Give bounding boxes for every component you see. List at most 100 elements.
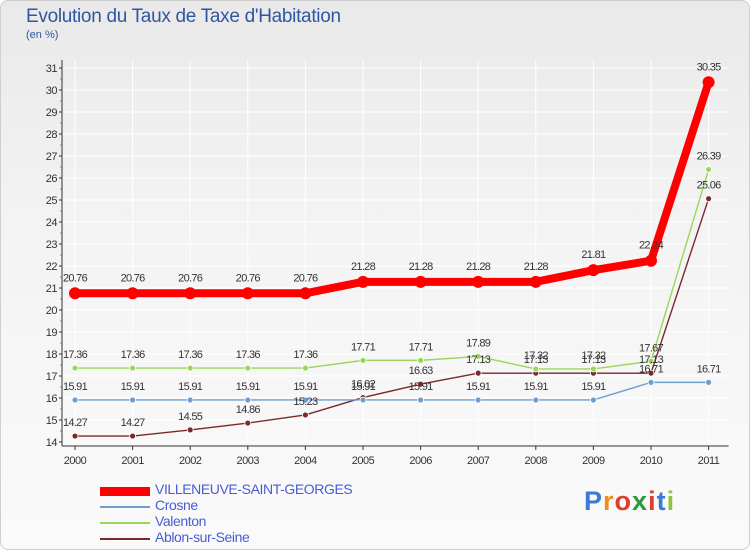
data-label-valenton: 17.36 <box>178 349 203 361</box>
data-label-valenton: 17.36 <box>63 349 88 361</box>
x-tick-label: 2000 <box>64 455 87 467</box>
brand-letter: t <box>656 486 667 516</box>
data-label-villeneuve-saint-georges: 20.76 <box>121 272 146 284</box>
data-label-villeneuve-saint-georges: 30.35 <box>697 61 722 73</box>
data-label-crosne: 15.91 <box>409 381 434 393</box>
brand-letter: P <box>584 486 604 516</box>
data-label-villeneuve-saint-georges: 20.76 <box>178 272 203 284</box>
data-label-valenton: 17.36 <box>236 349 261 361</box>
legend-label-ablon: Ablon-sur-Seine <box>155 529 250 545</box>
legend-label-crosne: Crosne <box>155 497 198 513</box>
series-line-valenton <box>74 168 710 370</box>
y-tick-label: 31 <box>46 63 58 75</box>
data-point-valenton <box>590 365 597 373</box>
legend-swatch-crosne <box>100 506 150 508</box>
data-label-crosne: 15.91 <box>63 381 88 393</box>
data-label-ablon-sur-seine: 17.13 <box>639 354 664 366</box>
legend-swatch-ablon <box>100 538 150 540</box>
data-label-ablon-sur-seine: 14.55 <box>178 411 203 423</box>
x-tick-label: 2002 <box>179 455 202 467</box>
data-label-valenton: 17.71 <box>351 341 376 353</box>
data-point-villeneuve-saint-georges <box>587 264 600 277</box>
data-label-villeneuve-saint-georges: 20.76 <box>236 272 261 284</box>
data-point-crosne <box>359 396 367 404</box>
legend-swatch-valenton <box>100 522 150 524</box>
y-tick-label: 17 <box>46 371 58 383</box>
data-point-villeneuve-saint-georges <box>529 275 542 288</box>
data-point-ablon-sur-seine <box>244 419 252 427</box>
data-label-crosne: 15.91 <box>524 381 549 393</box>
data-label-valenton: 17.36 <box>121 349 146 361</box>
data-point-crosne <box>129 396 137 404</box>
data-point-crosne <box>244 396 252 404</box>
data-point-crosne <box>532 396 540 404</box>
y-tick-label: 14 <box>46 437 58 449</box>
x-tick-label: 2010 <box>640 455 663 467</box>
data-point-villeneuve-saint-georges <box>69 287 81 300</box>
y-tick-label: 30 <box>46 85 58 97</box>
data-point-crosne <box>647 378 655 386</box>
data-point-villeneuve-saint-georges <box>299 287 312 300</box>
data-point-valenton <box>532 365 540 373</box>
data-point-crosne <box>71 396 79 404</box>
data-label-valenton: 17.36 <box>293 349 318 361</box>
brand-letter: i <box>666 486 676 516</box>
chart-subtitle: (en %) <box>26 29 59 41</box>
data-point-valenton <box>474 353 482 360</box>
x-tick-label: 2005 <box>352 455 375 467</box>
series-line-ablon-sur-seine <box>74 197 710 437</box>
y-tick-label: 28 <box>46 129 58 141</box>
data-label-crosne: 15.91 <box>466 381 491 393</box>
line-chart: 14 15 16 17 18 19 20 21 22 23 24 25 26 27 28 29 30 31 2000… <box>46 60 729 467</box>
data-point-villeneuve-saint-georges <box>472 275 485 288</box>
x-tick-label: 2009 <box>582 455 605 467</box>
data-label-ablon-sur-seine: 16.02 <box>351 379 376 391</box>
data-label-ablon-sur-seine: 16.63 <box>409 365 434 377</box>
data-label-villeneuve-saint-georges: 20.76 <box>63 272 88 284</box>
y-tick-label: 25 <box>46 195 58 207</box>
data-label-valenton: 17.71 <box>409 341 434 353</box>
data-label-ablon-sur-seine: 14.27 <box>63 417 88 429</box>
legend-swatch-villeneuve <box>100 487 150 496</box>
y-tick-label: 18 <box>46 349 58 361</box>
data-point-valenton <box>244 364 252 372</box>
data-label-valenton: 17.89 <box>466 337 491 349</box>
x-tick-label: 2011 <box>698 455 720 467</box>
data-label-villeneuve-saint-georges: 20.76 <box>293 272 318 284</box>
data-point-crosne <box>705 378 712 386</box>
data-point-valenton <box>186 364 194 372</box>
data-point-villeneuve-saint-georges <box>357 275 369 288</box>
data-point-villeneuve-saint-georges <box>702 76 715 89</box>
data-point-valenton <box>129 364 137 372</box>
data-point-ablon-sur-seine <box>417 380 425 388</box>
data-point-crosne <box>474 396 482 404</box>
data-label-villeneuve-saint-georges: 22.24 <box>639 240 664 252</box>
data-label-ablon-sur-seine: 17.13 <box>466 354 491 366</box>
data-label-villeneuve-saint-georges: 21.81 <box>581 249 606 261</box>
x-tick-label: 2008 <box>525 455 548 467</box>
legend-label-valenton: Valenton <box>155 513 207 529</box>
data-point-crosne <box>417 396 425 404</box>
data-label-crosne: 15.91 <box>293 381 318 393</box>
data-label-ablon-sur-seine: 14.27 <box>121 417 146 429</box>
series-line-villeneuve-saint-georges <box>71 78 713 298</box>
data-point-valenton <box>301 364 309 372</box>
data-label-ablon-sur-seine: 17.13 <box>524 354 549 366</box>
data-label-villeneuve-saint-georges: 21.28 <box>466 261 491 273</box>
data-point-villeneuve-saint-georges <box>126 287 139 300</box>
y-tick-label: 19 <box>46 327 58 339</box>
x-tick-label: 2006 <box>409 455 432 467</box>
y-tick-label: 23 <box>46 239 58 251</box>
data-point-ablon-sur-seine <box>647 369 655 377</box>
data-point-valenton <box>359 356 367 364</box>
y-tick-label: 21 <box>46 283 58 295</box>
data-point-valenton <box>647 357 655 365</box>
x-tick-label: 2004 <box>294 455 317 467</box>
x-tick-label: 2007 <box>467 455 490 467</box>
data-point-crosne <box>590 396 597 404</box>
y-tick-label: 16 <box>46 393 58 405</box>
chart-title: Evolution du Taux de Taxe d'Habitation <box>26 6 341 27</box>
data-label-crosne: 15.91 <box>351 381 376 393</box>
data-point-villeneuve-saint-georges <box>184 287 197 300</box>
data-point-crosne <box>301 396 309 404</box>
